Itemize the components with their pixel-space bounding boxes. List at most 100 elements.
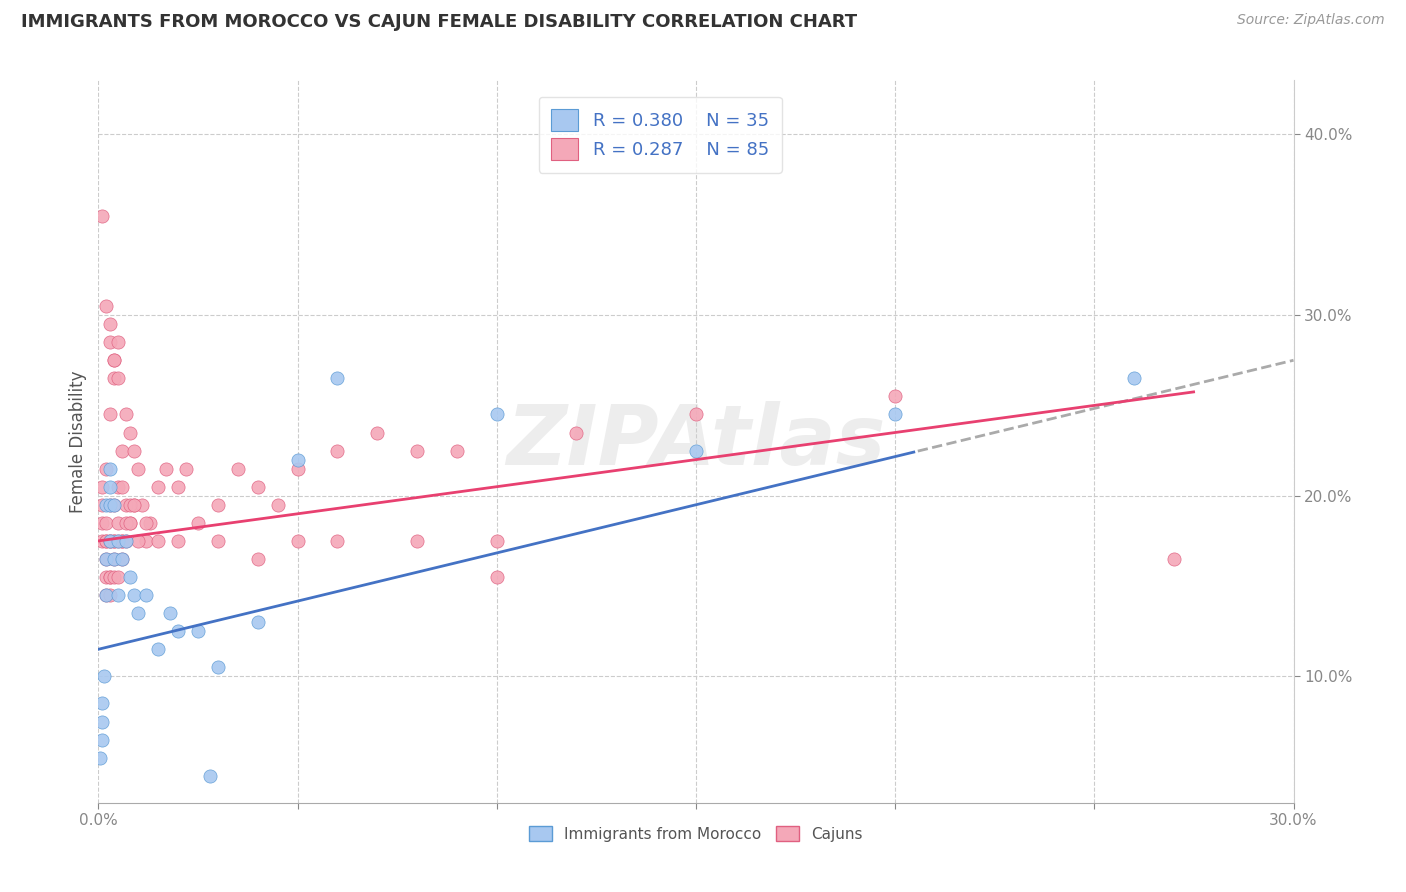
Point (89, 750, 111, 764)
Point (98, 461, 122, 475)
Point (103, 533, 125, 548)
Point (107, 480, 129, 494)
Point (148, 533, 170, 548)
Text: IMMIGRANTS FROM MOROCCO VS CAJUN FEMALE DISABILITY CORRELATION CHART: IMMIGRANTS FROM MOROCCO VS CAJUN FEMALE … (21, 13, 858, 31)
Point (135, 533, 157, 548)
Point (207, 498, 229, 512)
Point (98, 498, 122, 512)
Point (103, 552, 125, 566)
Point (187, 516, 209, 530)
Point (96, 533, 118, 548)
Point (148, 642, 170, 657)
Point (90, 732, 112, 747)
Point (98, 498, 122, 512)
Point (120, 516, 142, 530)
Point (107, 533, 129, 548)
Point (131, 498, 153, 512)
Point (96, 588, 118, 602)
Point (91, 533, 114, 548)
Point (287, 533, 309, 548)
Point (139, 516, 162, 530)
Point (124, 498, 146, 512)
Point (174, 461, 197, 475)
Text: Source: ZipAtlas.com: Source: ZipAtlas.com (1237, 13, 1385, 28)
Point (96, 588, 118, 602)
Point (98, 570, 122, 584)
Point (124, 443, 146, 458)
Point (167, 480, 190, 494)
Point (98, 570, 122, 584)
Point (103, 353, 125, 368)
Point (98, 335, 122, 350)
Point (107, 570, 129, 584)
Point (98, 588, 122, 602)
Point (406, 443, 429, 458)
Point (127, 533, 149, 548)
Point (115, 516, 138, 530)
Point (91, 714, 114, 729)
Point (485, 408, 508, 422)
Point (446, 443, 468, 458)
Point (98, 480, 122, 494)
Point (167, 624, 190, 639)
Point (115, 533, 138, 548)
Point (326, 371, 349, 385)
Point (1123, 371, 1146, 385)
Point (98, 533, 122, 548)
Point (267, 498, 290, 512)
Point (198, 769, 221, 783)
Point (107, 588, 129, 602)
Point (111, 552, 134, 566)
Point (124, 588, 146, 602)
Point (107, 335, 129, 350)
Point (207, 533, 229, 548)
Point (96, 498, 118, 512)
Point (326, 443, 349, 458)
Point (115, 408, 138, 422)
Point (111, 533, 134, 548)
Point (685, 408, 707, 422)
Point (103, 533, 125, 548)
Point (103, 552, 125, 566)
Point (91, 697, 114, 711)
Point (120, 425, 142, 440)
Point (93, 669, 115, 683)
Point (96, 461, 118, 475)
Point (96, 516, 118, 530)
Point (159, 606, 181, 620)
Point (103, 353, 125, 368)
Point (287, 461, 309, 475)
Point (111, 443, 134, 458)
Legend: Immigrants from Morocco, Cajuns: Immigrants from Morocco, Cajuns (522, 818, 870, 849)
Point (485, 533, 508, 548)
Point (107, 516, 129, 530)
Point (98, 533, 122, 548)
Point (103, 570, 125, 584)
Text: ZIPAtlas: ZIPAtlas (506, 401, 886, 482)
Point (91, 516, 114, 530)
Point (326, 533, 349, 548)
Point (685, 443, 707, 458)
Point (187, 624, 209, 639)
Point (107, 371, 129, 385)
Point (111, 533, 134, 548)
Point (246, 615, 269, 630)
Point (103, 498, 125, 512)
Point (287, 452, 309, 467)
Point (120, 570, 142, 584)
Point (103, 498, 125, 512)
Point (103, 371, 125, 385)
Point (96, 299, 118, 313)
Point (98, 533, 122, 548)
Point (98, 317, 122, 331)
Point (226, 461, 249, 475)
Point (107, 533, 129, 548)
Point (120, 516, 142, 530)
Point (115, 498, 138, 512)
Point (884, 389, 907, 403)
Point (96, 552, 118, 566)
Point (96, 552, 118, 566)
Point (155, 461, 177, 475)
Point (127, 606, 149, 620)
Point (111, 552, 134, 566)
